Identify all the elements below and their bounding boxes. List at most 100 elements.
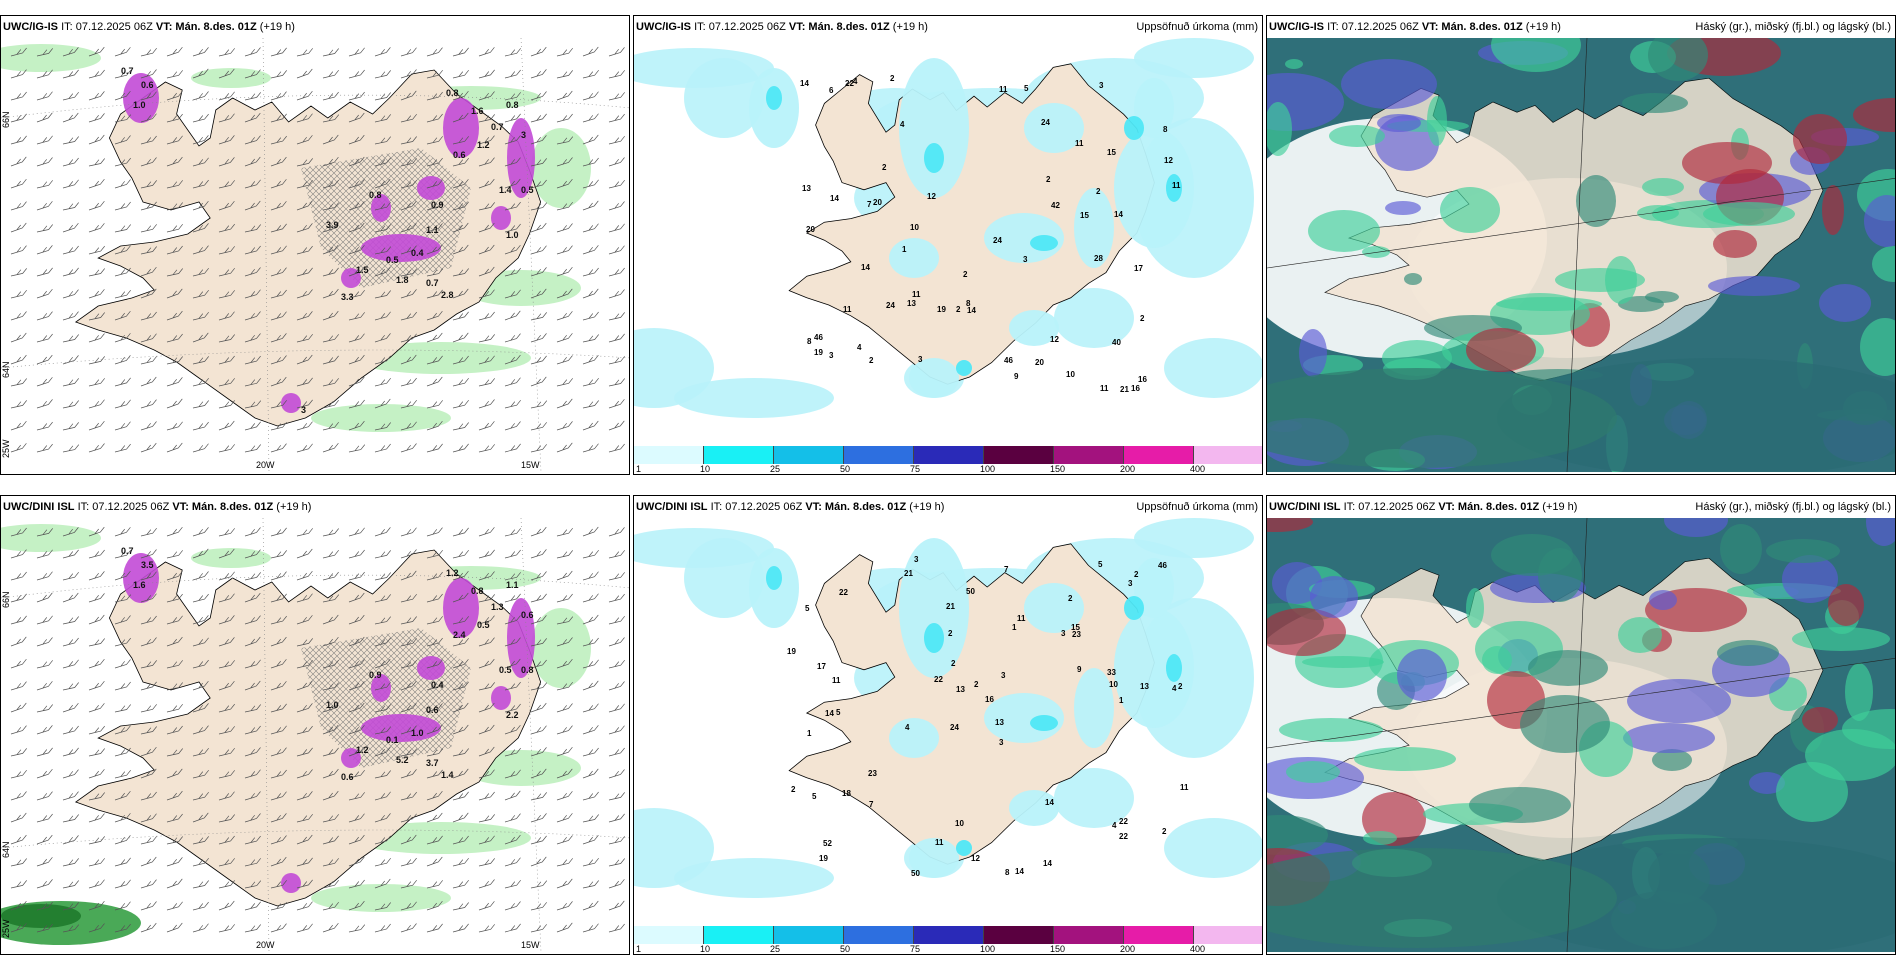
precip-value-label: 24 [950,723,959,732]
wind-barb [140,399,157,409]
precip-value-label: 10 [955,819,964,828]
wind-barb [426,201,443,211]
precip-value-label: 20 [1035,358,1044,367]
wind-barb [140,660,157,669]
wind-barb [296,528,313,537]
panel-header: UWC/DINI ISL IT: 07.12.2025 06Z VT: Mán.… [634,496,1262,518]
wind-barb [530,615,547,625]
wind-barb [192,356,209,365]
wind-barb [296,879,313,889]
wind-barb [322,442,339,453]
precip-value-label: 21 [904,569,913,578]
wind-barb [166,135,183,145]
lon-line [520,38,542,472]
wind-barb [582,725,599,735]
wind-barb [608,312,625,321]
wind-barb [296,747,313,757]
wind-barb [504,48,521,57]
wind-barb [426,400,443,409]
precip-value-label: 2 [791,785,796,794]
wind-barb [582,311,599,321]
precip-value-label: 18 [842,789,851,798]
precip-value-label: 12 [1050,335,1059,344]
precip-value-label: 10 [1109,680,1118,689]
wind-barb [244,704,261,713]
wind-barb [10,658,27,669]
wind-barb [166,901,183,911]
wind-barb [192,400,209,409]
wind-value-label: 1.6 [133,580,146,590]
wind-barb [504,528,521,537]
wind-barb [608,70,625,79]
precip-core [1124,596,1144,620]
wind-barb [478,879,495,889]
precip-value-label: 3 [1099,81,1104,90]
wind-barb [426,223,443,233]
wind-barb [114,704,131,713]
precip-value-label: 5 [836,708,841,717]
wind-barb [322,858,339,867]
wind-barb [88,134,105,145]
lon-label-20w: 20W [256,460,275,470]
wind-barb [270,267,287,277]
wind-barb [10,201,27,211]
wind-barb [556,791,573,801]
wind-barb [244,289,261,299]
cloud-blob [1310,576,1358,618]
colorbar-swatch [1054,926,1124,944]
wind-barb [556,813,573,823]
precip-value-label: 11 [912,290,921,299]
wind-barb [140,333,157,343]
wind-barb [426,923,443,933]
wind-barb [322,768,339,779]
precip-area [1164,818,1262,878]
wind-barb [374,726,392,735]
panel-clouds-bottom: UWC/DINI ISL IT: 07.12.2025 06Z VT: Mán.… [1266,495,1896,955]
precip-area [909,838,959,878]
wind-barb [426,880,443,889]
wind-barb [374,224,391,233]
wind-barb [270,769,287,779]
precip-value-label: 14 [967,306,976,315]
wind-barb [478,858,495,867]
wind-barb [10,400,27,409]
wind-barb [270,179,287,189]
wind-barb [166,223,183,233]
wind-barb [608,703,625,713]
wind-barb [114,421,131,431]
wind-barb [530,312,547,321]
cloud-blob [1802,707,1838,733]
colorbar-swatch [1124,446,1194,464]
wind-barb [114,310,131,321]
wind-barb [478,549,495,559]
wind-barb [556,442,573,453]
init-time: IT: 07.12.2025 06Z [61,21,153,33]
wind-barb [348,179,365,189]
wind-barb [244,200,261,211]
wind-barb [504,923,521,933]
wind-barb [62,334,79,343]
lead-time: (+19 h) [276,501,312,513]
wind-barb [556,113,573,123]
colorbar-swatch [984,926,1054,944]
wind-barb [62,902,79,911]
wind-barb [504,135,521,145]
wind-barb [270,681,287,691]
wind-barb [478,791,495,801]
colorbar-tick-label: 100 [980,944,996,954]
wind-barb [270,725,287,735]
wind-barb [530,376,547,387]
wind-value-label: 0.4 [411,248,424,258]
precip-value-label: 2 [1140,314,1145,323]
wind-barb [452,549,469,559]
wind-barb [166,571,183,581]
precip-core [956,840,972,856]
lat-line [1267,657,1895,749]
wind-barb [582,354,599,365]
wind-barb [400,901,417,911]
wind-barb [556,378,573,387]
wind-barb [478,924,495,933]
wind-barb [400,399,417,409]
wind-barb [10,69,27,79]
wind-barb [556,355,573,365]
